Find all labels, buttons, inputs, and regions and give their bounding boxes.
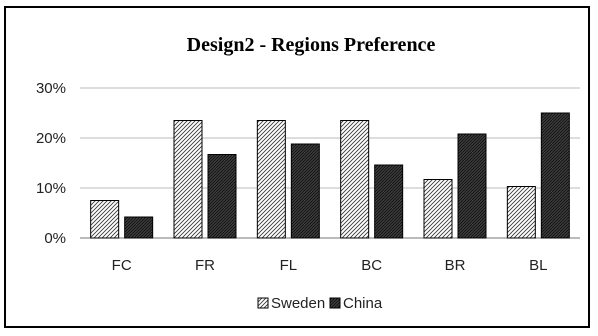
legend-swatch-china bbox=[329, 297, 341, 309]
legend: Sweden China bbox=[257, 295, 383, 312]
y-tick-label: 20% bbox=[36, 130, 66, 147]
x-tick-label: BC bbox=[361, 257, 382, 274]
x-tick-label: BL bbox=[529, 257, 547, 274]
bar-china-bl bbox=[540, 112, 570, 239]
x-tick-label: FL bbox=[280, 257, 298, 274]
x-tick-label: BR bbox=[445, 257, 466, 274]
bar-china-br bbox=[457, 133, 487, 239]
x-axis-ticks: FC FR FL BC BR BL bbox=[112, 257, 548, 274]
bar-china-bc bbox=[374, 164, 404, 239]
legend-label-china: China bbox=[343, 295, 383, 312]
legend-label-sweden: Sweden bbox=[271, 295, 325, 312]
y-tick-label: 30% bbox=[36, 80, 66, 97]
bar-china-fl bbox=[290, 143, 320, 239]
bar-sweden-bl bbox=[506, 186, 536, 239]
bar-sweden-bc bbox=[340, 120, 370, 239]
x-tick-label: FC bbox=[112, 257, 132, 274]
bar-sweden-fc bbox=[90, 200, 120, 239]
bar-china-fc bbox=[124, 216, 154, 239]
bar-china-fr bbox=[207, 154, 237, 239]
gridlines bbox=[80, 87, 580, 239]
y-tick-label: 10% bbox=[36, 180, 66, 197]
bar-sweden-br bbox=[423, 179, 453, 239]
bar-sweden-fl bbox=[256, 120, 286, 239]
y-axis-ticks: 0% 10% 20% 30% bbox=[36, 80, 66, 247]
x-tick-label: FR bbox=[195, 257, 215, 274]
chart-title: Design2 - Regions Preference bbox=[187, 34, 436, 56]
bar-sweden-fr bbox=[173, 120, 203, 239]
bars bbox=[90, 112, 570, 239]
y-tick-label: 0% bbox=[44, 230, 66, 247]
legend-swatch-sweden bbox=[257, 297, 269, 309]
